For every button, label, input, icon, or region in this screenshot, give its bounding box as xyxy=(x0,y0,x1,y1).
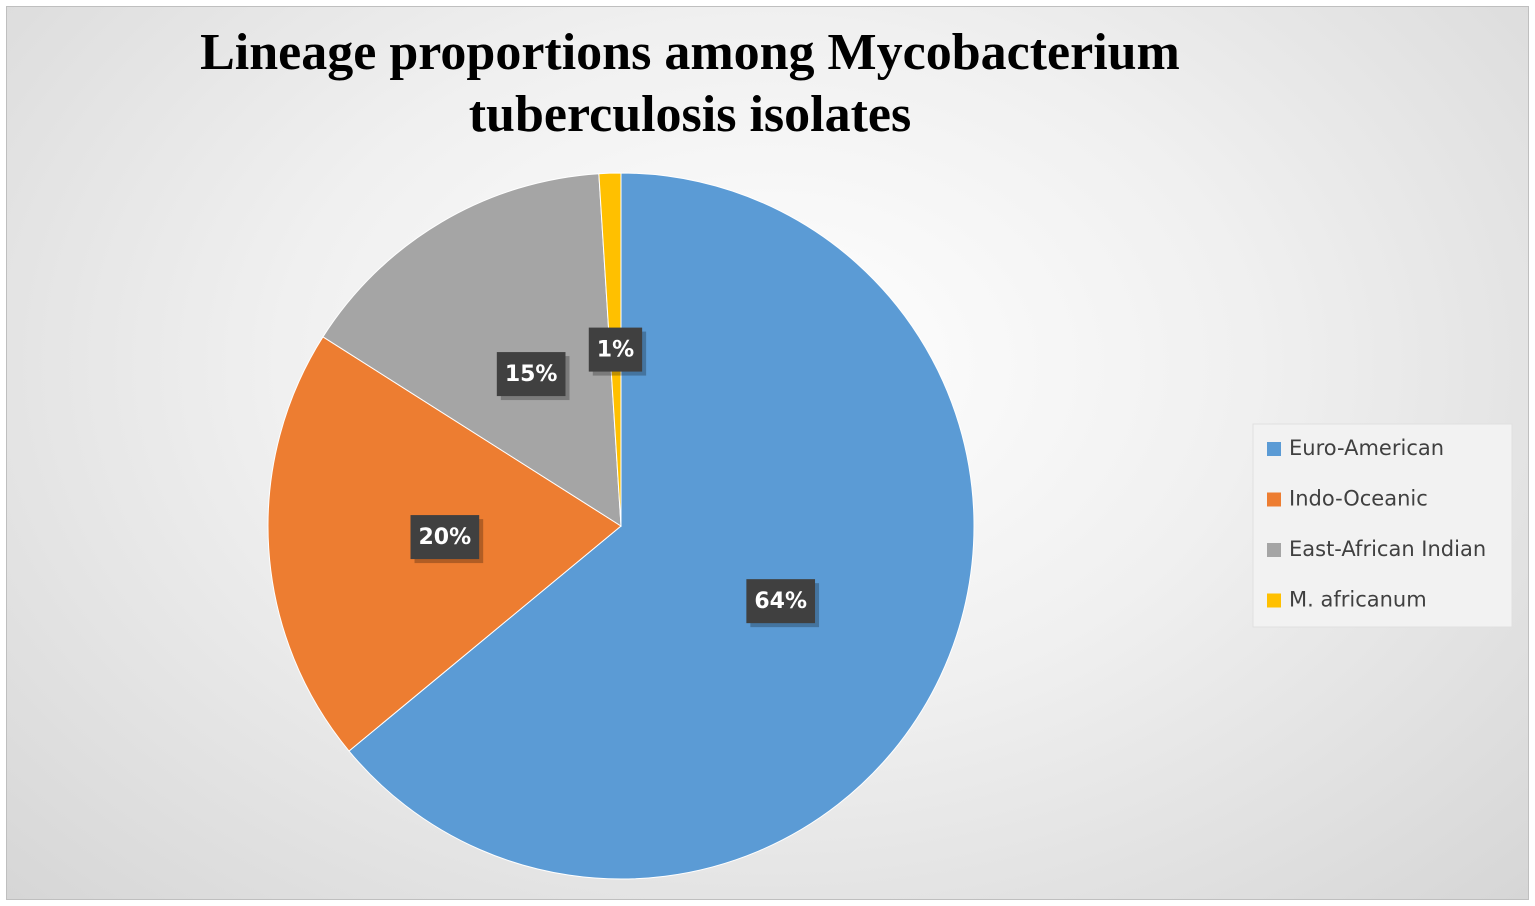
data-label-text: 1% xyxy=(597,338,634,363)
legend-box xyxy=(1252,423,1513,628)
legend-label: East-African Indian xyxy=(1289,537,1486,561)
data-label-box xyxy=(410,515,480,560)
pie-slice xyxy=(348,172,975,880)
data-label-text: 15% xyxy=(505,362,558,387)
legend-swatch xyxy=(1267,492,1281,507)
data-label-box xyxy=(588,327,643,372)
legend-swatch xyxy=(1267,442,1281,456)
data-label: 64% xyxy=(746,579,820,628)
legend-swatch xyxy=(1267,543,1281,557)
legend-label: M. africanum xyxy=(1289,588,1427,612)
data-label: 1% xyxy=(588,327,647,376)
legend-label: Euro-American xyxy=(1289,436,1444,460)
data-label-box xyxy=(496,352,566,397)
data-label: 15% xyxy=(496,352,570,401)
legend-label: Indo-Oceanic xyxy=(1289,487,1428,511)
legend-swatch xyxy=(1267,593,1281,608)
data-label-text: 64% xyxy=(754,589,807,614)
data-label-box xyxy=(746,579,816,624)
data-label-text: 20% xyxy=(419,525,472,550)
pie-slice xyxy=(322,173,622,527)
data-label: 20% xyxy=(410,515,484,564)
chart-title: Lineage proportions among Mycobacterium … xyxy=(200,24,1180,143)
